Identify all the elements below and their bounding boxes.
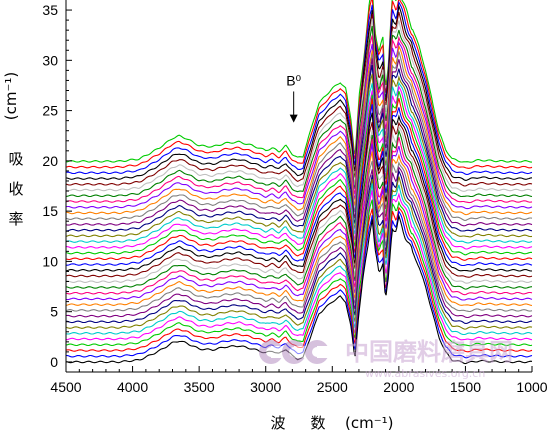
series-line: [66, 25, 533, 198]
series-layer: [66, 0, 533, 365]
series-line: [66, 129, 533, 290]
x-tick-label: 1000: [516, 379, 547, 395]
y-tick-label: 25: [42, 103, 58, 119]
series-line: [66, 143, 533, 301]
series-line: [66, 151, 533, 306]
series-line: [66, 98, 533, 261]
y-tick-label: 0: [50, 354, 58, 370]
series-line: [66, 41, 533, 210]
x-axis-char-1: 波: [270, 414, 285, 432]
series-line: [66, 73, 533, 238]
x-axis-char-2: 数: [310, 414, 325, 432]
series-line: [66, 58, 533, 227]
series-line: [66, 176, 533, 330]
series-line: [66, 11, 533, 187]
y-axis-char-1: 吸: [8, 150, 23, 168]
y-tick-label: 20: [42, 153, 58, 169]
y-axis-char-2: 收: [8, 180, 23, 198]
x-ticks: 4500 4000 3500 3000 2500 2000 1500 1000: [50, 366, 548, 395]
x-tick-label: 2000: [383, 379, 414, 395]
y-tick-label: 30: [42, 52, 58, 68]
ccc-logo-icon: [259, 340, 331, 364]
series-line: [66, 35, 533, 204]
watermark-text: 中国磨料磨具网: [345, 338, 513, 366]
y-axis-title: (cm⁻¹) 吸 收 率: [2, 72, 24, 228]
y-tick-label: 35: [42, 2, 58, 18]
y-axis-unit: (cm⁻¹): [2, 72, 20, 121]
series-line: [66, 91, 533, 256]
watermark: 中国磨料磨具网 www.abrasives.org.cn: [259, 338, 513, 380]
x-tick-label: 3000: [250, 379, 281, 395]
y-tick-label: 10: [42, 253, 58, 269]
x-axis-unit: (cm⁻¹): [345, 414, 394, 432]
x-tick-label: 3500: [184, 379, 215, 395]
series-line: [66, 64, 533, 232]
annotation-b0: B⁰: [286, 72, 302, 123]
axis-layer: 4500 4000 3500 3000 2500 2000 1500 1000 0 5 10 15 2…: [42, 0, 548, 395]
series-line: [66, 169, 533, 325]
series-line: [66, 85, 533, 250]
series-line: [66, 0, 533, 175]
series-line: [66, 4, 533, 181]
x-tick-label: 4500: [50, 379, 81, 395]
x-tick-label: 4000: [117, 379, 148, 395]
series-line: [66, 112, 533, 272]
x-tick-label: 1500: [450, 379, 481, 395]
series-line: [66, 166, 533, 319]
series-line: [66, 18, 533, 192]
y-ticks: 0 5 10 15 20 25 30 35: [42, 2, 72, 370]
x-tick-label: 2500: [317, 379, 348, 395]
series-line: [66, 160, 533, 313]
y-tick-label: 5: [50, 304, 58, 320]
series-line: [66, 44, 533, 216]
series-line: [66, 183, 533, 336]
watermark-url: www.abrasives.org.cn: [365, 367, 485, 380]
series-line: [66, 190, 533, 341]
y-tick-label: 15: [42, 203, 58, 219]
series-line: [66, 0, 532, 163]
series-line: [66, 81, 533, 244]
series-line: [66, 199, 533, 347]
series-line: [66, 104, 533, 267]
annotation-arrow-head: [289, 114, 298, 123]
series-line: [66, 121, 533, 278]
series-line: [66, 51, 533, 221]
y-axis-char-3: 率: [8, 210, 23, 228]
x-axis-title: 波 数 (cm⁻¹): [270, 414, 393, 432]
annotation-label: B⁰: [286, 72, 301, 88]
series-line: [66, 137, 533, 296]
series-line: [66, 125, 533, 284]
series-line: [66, 0, 533, 169]
